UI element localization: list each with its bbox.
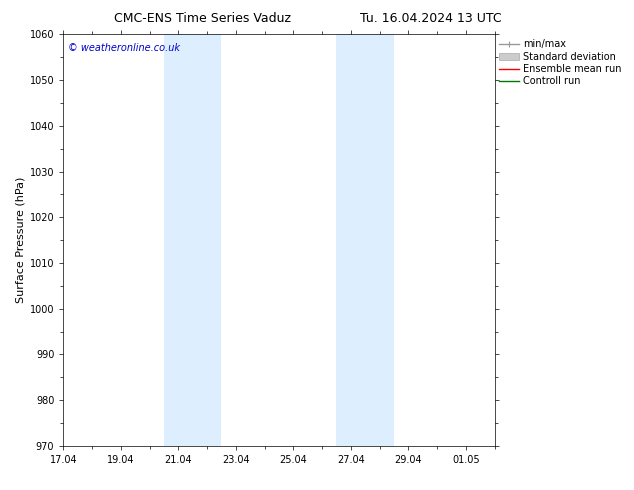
Text: CMC-ENS Time Series Vaduz: CMC-ENS Time Series Vaduz — [114, 12, 292, 25]
Text: Tu. 16.04.2024 13 UTC: Tu. 16.04.2024 13 UTC — [360, 12, 502, 25]
Bar — [337, 34, 394, 446]
Bar — [164, 34, 221, 446]
Text: © weatheronline.co.uk: © weatheronline.co.uk — [68, 43, 179, 52]
Y-axis label: Surface Pressure (hPa): Surface Pressure (hPa) — [16, 177, 25, 303]
Legend: min/max, Standard deviation, Ensemble mean run, Controll run: min/max, Standard deviation, Ensemble me… — [500, 39, 621, 86]
